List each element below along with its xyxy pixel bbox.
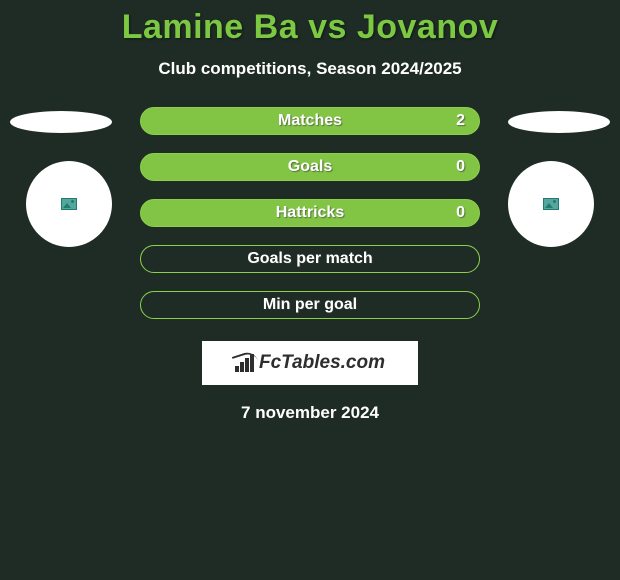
stat-label: Hattricks bbox=[276, 204, 344, 222]
logo-text: FcTables.com bbox=[259, 352, 385, 374]
stat-label: Goals per match bbox=[247, 250, 372, 268]
stats-area: Matches 2 Goals 0 Hattricks 0 Goals per … bbox=[0, 107, 620, 319]
stat-value: 0 bbox=[456, 204, 465, 222]
subtitle: Club competitions, Season 2024/2025 bbox=[0, 59, 620, 79]
stat-bar-hattricks: Hattricks 0 bbox=[140, 199, 480, 227]
stat-bar-matches: Matches 2 bbox=[140, 107, 480, 135]
player-left-ellipse bbox=[10, 111, 112, 133]
stat-bar-goals-per-match: Goals per match bbox=[140, 245, 480, 273]
stat-value: 2 bbox=[456, 112, 465, 130]
image-placeholder-icon bbox=[543, 198, 559, 210]
stat-label: Min per goal bbox=[263, 296, 357, 314]
page-title: Lamine Ba vs Jovanov bbox=[0, 0, 620, 47]
date-text: 7 november 2024 bbox=[0, 403, 620, 423]
stat-bar-goals: Goals 0 bbox=[140, 153, 480, 181]
player-right-avatar bbox=[508, 161, 594, 247]
stat-value: 0 bbox=[456, 158, 465, 176]
fctables-logo: FcTables.com bbox=[202, 341, 418, 385]
stat-label: Goals bbox=[288, 158, 332, 176]
image-placeholder-icon bbox=[61, 198, 77, 210]
player-left-avatar bbox=[26, 161, 112, 247]
logo-bars-icon bbox=[235, 354, 255, 372]
player-right-ellipse bbox=[508, 111, 610, 133]
stat-bar-min-per-goal: Min per goal bbox=[140, 291, 480, 319]
stat-label: Matches bbox=[278, 112, 342, 130]
stat-bars: Matches 2 Goals 0 Hattricks 0 Goals per … bbox=[140, 107, 480, 319]
